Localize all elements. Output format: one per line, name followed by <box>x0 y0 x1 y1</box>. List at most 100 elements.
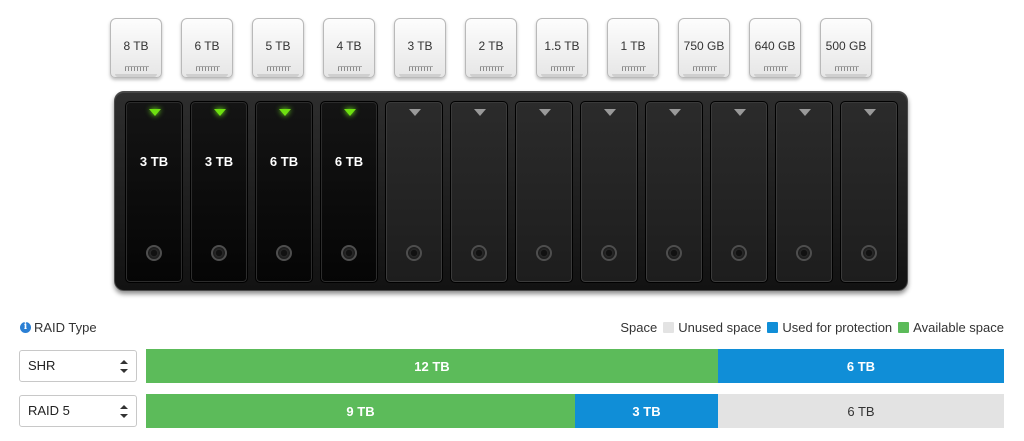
disk-connector-icon <box>551 66 575 71</box>
disk-option-2tb[interactable]: 2 TB <box>465 18 517 78</box>
drive-bay-9[interactable] <box>645 101 703 283</box>
raid-type-select-value: SHR <box>28 358 56 373</box>
bay-release-button-icon <box>406 245 422 261</box>
bay-release-button-icon <box>861 245 877 261</box>
disk-option-1-5tb[interactable]: 1.5 TB <box>536 18 588 78</box>
disk-option-label: 4 TB <box>336 39 362 53</box>
protection-swatch-icon <box>767 322 779 333</box>
status-led-icon <box>214 109 226 116</box>
bay-release-button-icon <box>731 245 747 261</box>
status-led-icon <box>344 109 356 116</box>
status-led-icon <box>409 109 421 116</box>
disk-option-1tb[interactable]: 1 TB <box>607 18 659 78</box>
drive-bay-10[interactable] <box>710 101 768 283</box>
disk-connector-icon <box>835 66 859 71</box>
legend-label: Used for protection <box>782 320 893 335</box>
status-led-icon <box>474 109 486 116</box>
legend-label: Unused space <box>678 320 762 335</box>
disk-option-label: 6 TB <box>194 39 220 53</box>
select-arrows-icon <box>120 405 128 418</box>
status-led-icon <box>864 109 876 116</box>
drive-bay-11[interactable] <box>775 101 833 283</box>
disk-base <box>186 74 228 77</box>
legend-item-unused: Unused space <box>663 320 761 335</box>
status-led-icon <box>669 109 681 116</box>
disk-connector-icon <box>267 66 291 71</box>
segment-protection: 3 TB <box>575 394 718 428</box>
info-icon[interactable]: i <box>20 322 31 333</box>
drive-bay-5[interactable] <box>385 101 443 283</box>
drive-bay-3[interactable]: 6 TB <box>255 101 313 283</box>
capacity-bar-1: 12 TB 6 TB <box>146 349 1004 383</box>
disk-option-label: 2 TB <box>478 39 504 53</box>
raid-type-select-2[interactable]: RAID 5 <box>19 395 137 427</box>
disk-connector-icon <box>693 66 717 71</box>
bay-release-button-icon <box>601 245 617 261</box>
drive-bay-8[interactable] <box>580 101 638 283</box>
disk-connector-icon <box>764 66 788 71</box>
disk-base <box>328 74 370 77</box>
disk-option-label: 1.5 TB <box>544 39 580 53</box>
disk-option-6tb[interactable]: 6 TB <box>181 18 233 78</box>
disk-option-label: 3 TB <box>407 39 433 53</box>
disk-base <box>612 74 654 77</box>
space-legend: Space Unused space Used for protection A… <box>620 320 1004 335</box>
legend-label: Available space <box>913 320 1004 335</box>
status-led-icon <box>604 109 616 116</box>
disk-option-4tb[interactable]: 4 TB <box>323 18 375 78</box>
status-led-icon <box>539 109 551 116</box>
disk-option-label: 750 GB <box>683 39 725 53</box>
disk-base <box>399 74 441 77</box>
bay-size-label: 3 TB <box>139 154 169 169</box>
drive-bay-1[interactable]: 3 TB <box>125 101 183 283</box>
bay-release-button-icon <box>146 245 162 261</box>
available-swatch-icon <box>898 322 910 333</box>
drive-bay-12[interactable] <box>840 101 898 283</box>
disk-base <box>825 74 867 77</box>
disk-option-label: 500 GB <box>825 39 867 53</box>
disk-option-8tb[interactable]: 8 TB <box>110 18 162 78</box>
bay-release-button-icon <box>276 245 292 261</box>
disk-connector-icon <box>622 66 646 71</box>
disk-option-640gb[interactable]: 640 GB <box>749 18 801 78</box>
disk-option-label: 5 TB <box>265 39 291 53</box>
status-led-icon <box>279 109 291 116</box>
select-arrows-icon <box>120 360 128 373</box>
bay-size-label: 6 TB <box>334 154 364 169</box>
bay-release-button-icon <box>536 245 552 261</box>
nas-chassis: 3 TB 3 TB 6 TB 6 TB <box>114 91 908 291</box>
bay-release-button-icon <box>666 245 682 261</box>
drive-bay-2[interactable]: 3 TB <box>190 101 248 283</box>
drive-bay-4[interactable]: 6 TB <box>320 101 378 283</box>
status-led-icon <box>149 109 161 116</box>
disk-option-label: 640 GB <box>754 39 796 53</box>
bay-release-button-icon <box>211 245 227 261</box>
segment-unused: 6 TB <box>717 394 1004 428</box>
disk-option-3tb[interactable]: 3 TB <box>394 18 446 78</box>
status-led-icon <box>799 109 811 116</box>
drive-bay-7[interactable] <box>515 101 573 283</box>
bay-release-button-icon <box>796 245 812 261</box>
disk-base <box>541 74 583 77</box>
raid-type-select-value: RAID 5 <box>28 403 70 418</box>
drive-bay-6[interactable] <box>450 101 508 283</box>
disk-option-750gb[interactable]: 750 GB <box>678 18 730 78</box>
disk-option-5tb[interactable]: 5 TB <box>252 18 304 78</box>
disk-base <box>683 74 725 77</box>
legend-item-protection: Used for protection <box>767 320 892 335</box>
bay-release-button-icon <box>341 245 357 261</box>
segment-protection: 6 TB <box>717 349 1004 383</box>
disk-base <box>115 74 157 77</box>
bay-size-label: 6 TB <box>269 154 299 169</box>
legend-title: Space <box>620 320 658 335</box>
legend-item-available: Available space <box>898 320 1004 335</box>
raid-type-label: RAID Type <box>34 320 97 335</box>
disk-connector-icon <box>338 66 362 71</box>
bay-size-label: 3 TB <box>204 154 234 169</box>
bay-release-button-icon <box>471 245 487 261</box>
raid-type-select-1[interactable]: SHR <box>19 350 137 382</box>
capacity-bar-2: 9 TB 3 TB 6 TB <box>146 394 1004 428</box>
disk-option-500gb[interactable]: 500 GB <box>820 18 872 78</box>
status-led-icon <box>734 109 746 116</box>
raid-type-heading: i RAID Type <box>20 320 97 335</box>
